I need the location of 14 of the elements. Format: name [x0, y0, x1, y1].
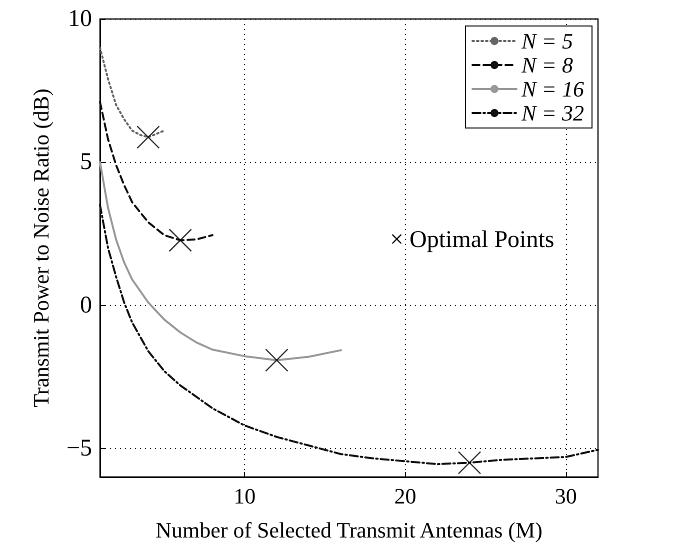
x-tick-label: 10	[234, 484, 256, 508]
legend-label: N = 32	[520, 100, 584, 126]
annotation: × Optimal Points	[390, 227, 554, 253]
legend-label: N = 5	[520, 28, 574, 54]
legend-label: N = 16	[520, 76, 584, 102]
y-tick-label: 0	[80, 292, 92, 318]
y-tick-label: 5	[80, 149, 92, 176]
x-tick-label: 30	[554, 484, 577, 508]
x-tick-label: 20	[394, 484, 416, 508]
legend-label: N = 8	[520, 52, 574, 78]
y-axis-title: Transmit Power to Noise Ratio (dB)	[28, 88, 54, 408]
y-tick-label: −5	[66, 435, 92, 462]
x-axis-title: Number of Selected Transmit Antennas (M)	[156, 518, 542, 542]
y-tick-label: 10	[68, 6, 92, 32]
